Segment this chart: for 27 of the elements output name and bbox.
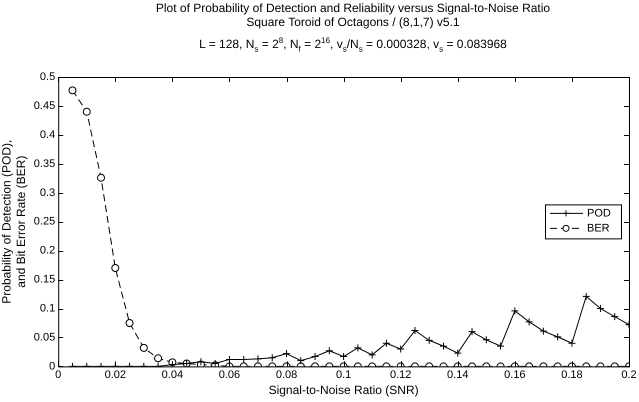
x-tick-label: 0.14 [447, 369, 468, 382]
text: L = 128, N$_{s}$ = 2$^{8}$, N$_{f}$ = 2$^{16}$, v$_{s}$/N$_{s}$ = 0.000328, v$_{s}$ = 0.083968 [199, 36, 507, 54]
y-tick-label: 0.15 [34, 274, 56, 286]
legend-label: POD [587, 207, 611, 220]
x-tick-label: 0.04 [162, 369, 184, 382]
y-tick-label: 0.35 [34, 158, 56, 170]
x-tick-label: 0.08 [276, 369, 298, 382]
x-tick-label: 0.12 [390, 369, 412, 382]
y-tick-label: 0.3 [40, 186, 56, 199]
y-axis-title: Probability of Detection (POD), and Bit Error Rate (BER) [0, 140, 28, 304]
y-tick-label: 0.25 [34, 216, 56, 228]
x-axis-title: Signal-to-Noise Ratio (SNR) [268, 383, 419, 398]
y-tick-label: 0.05 [34, 331, 56, 344]
x-tick-label: 0.1 [336, 369, 352, 382]
y-tick-label: 0.5 [40, 71, 56, 84]
y-tick-label: 0 [49, 360, 56, 372]
y-tick-label: 0.1 [40, 302, 56, 315]
y-tick-label: 0.2 [40, 244, 56, 257]
x-tick-label: 0.02 [104, 369, 126, 382]
legend-label: BER [587, 222, 610, 234]
chart-title: Plot of Probability of Detection and Reliability versus Signal-to-Noise Ratio Square Toroid of Octagons / (8,1,7) v5.1 [154, 1, 552, 29]
x-tick-label: 0.16 [504, 369, 526, 382]
x-tick-label: 0.18 [561, 369, 583, 382]
y-tick-label: 0.4 [40, 128, 56, 141]
x-tick-label: 0.2 [621, 369, 637, 382]
x-tick-label: 0.06 [218, 369, 240, 382]
y-tick-label: 0.45 [34, 100, 56, 112]
